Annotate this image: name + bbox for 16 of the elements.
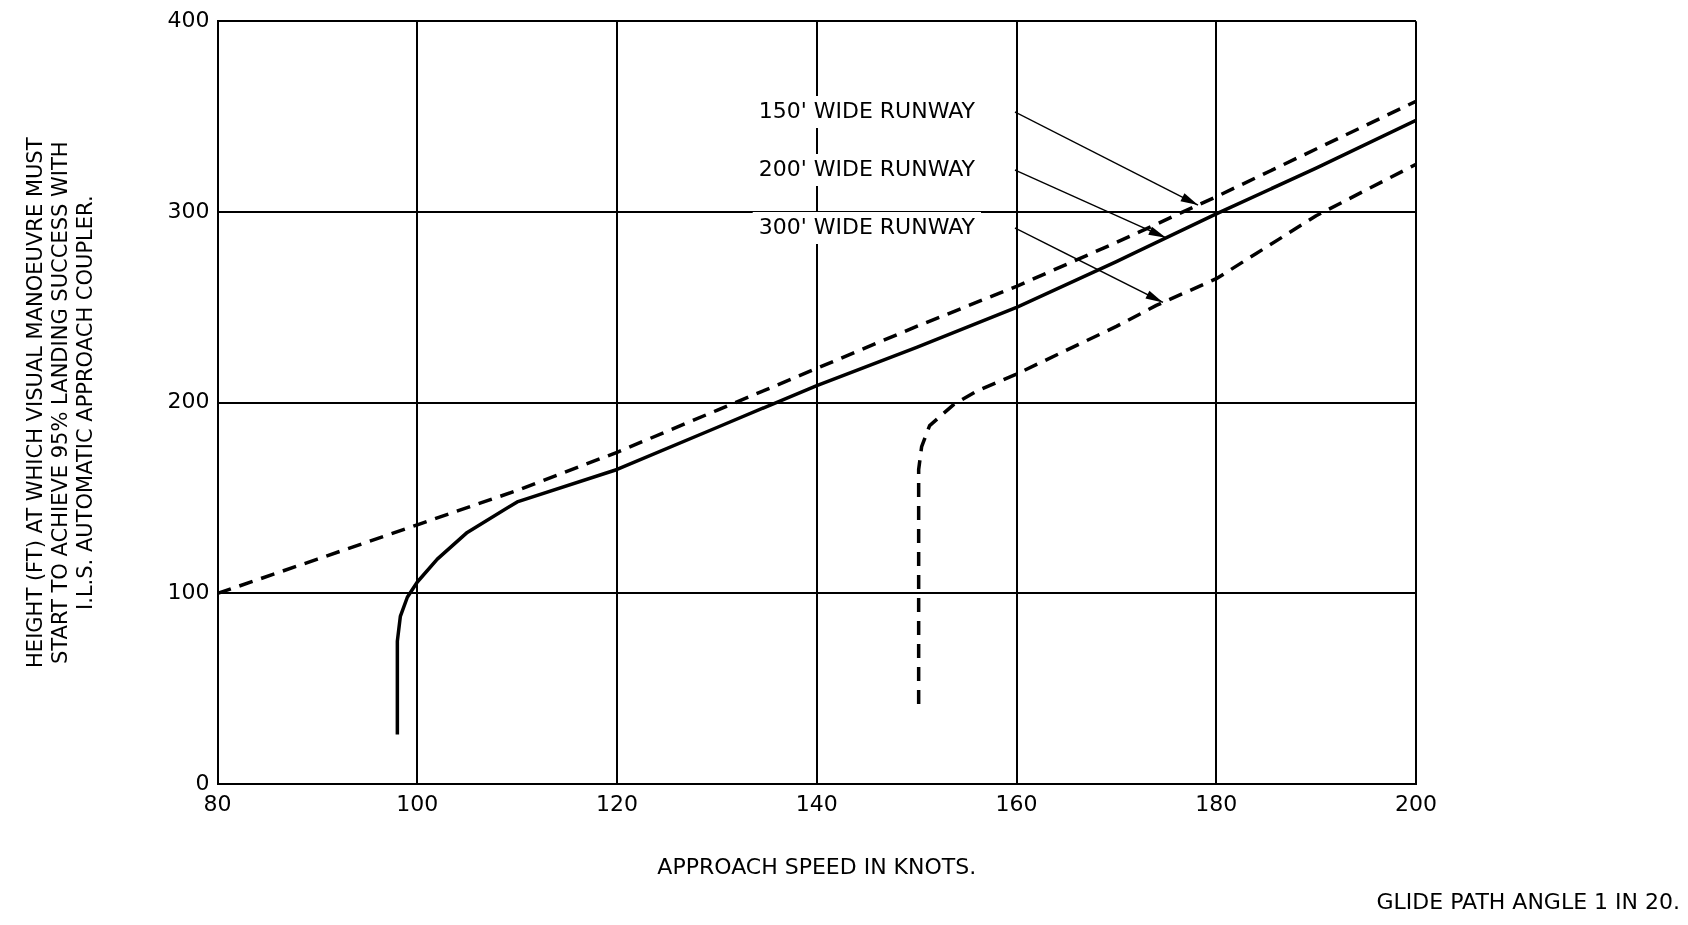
x-axis-title: APPROACH SPEED IN KNOTS. [657,853,977,879]
y-tick-label: 400 [167,6,210,32]
annotation: 200' WIDE RUNWAY [758,155,976,181]
x-tick-label: 120 [596,791,639,817]
y-tick-label: 200 [167,388,210,414]
x-tick-label: 200 [1395,791,1437,817]
x-tick-label: 180 [1195,791,1238,817]
y-tick-label: 300 [167,197,210,223]
x-tick-label: 160 [995,791,1038,817]
y-axis-title: HEIGHT (FT) AT WHICH VISUAL MANOEUVRE MUST START TO ACHIEVE 95% LANDING SUCCESS WITH I.L.S. AUTOMATIC APPROACH COUPLER. [23,137,98,668]
x-tick-label: 100 [396,791,439,817]
y-tick-label: 100 [167,579,210,605]
annotation: 150' WIDE RUNWAY [758,97,976,123]
annotation: 300' WIDE RUNWAY [758,213,976,239]
x-tick-label: 140 [795,791,838,817]
text: GLIDE PATH ANGLE 1 IN 20. [1376,888,1680,914]
